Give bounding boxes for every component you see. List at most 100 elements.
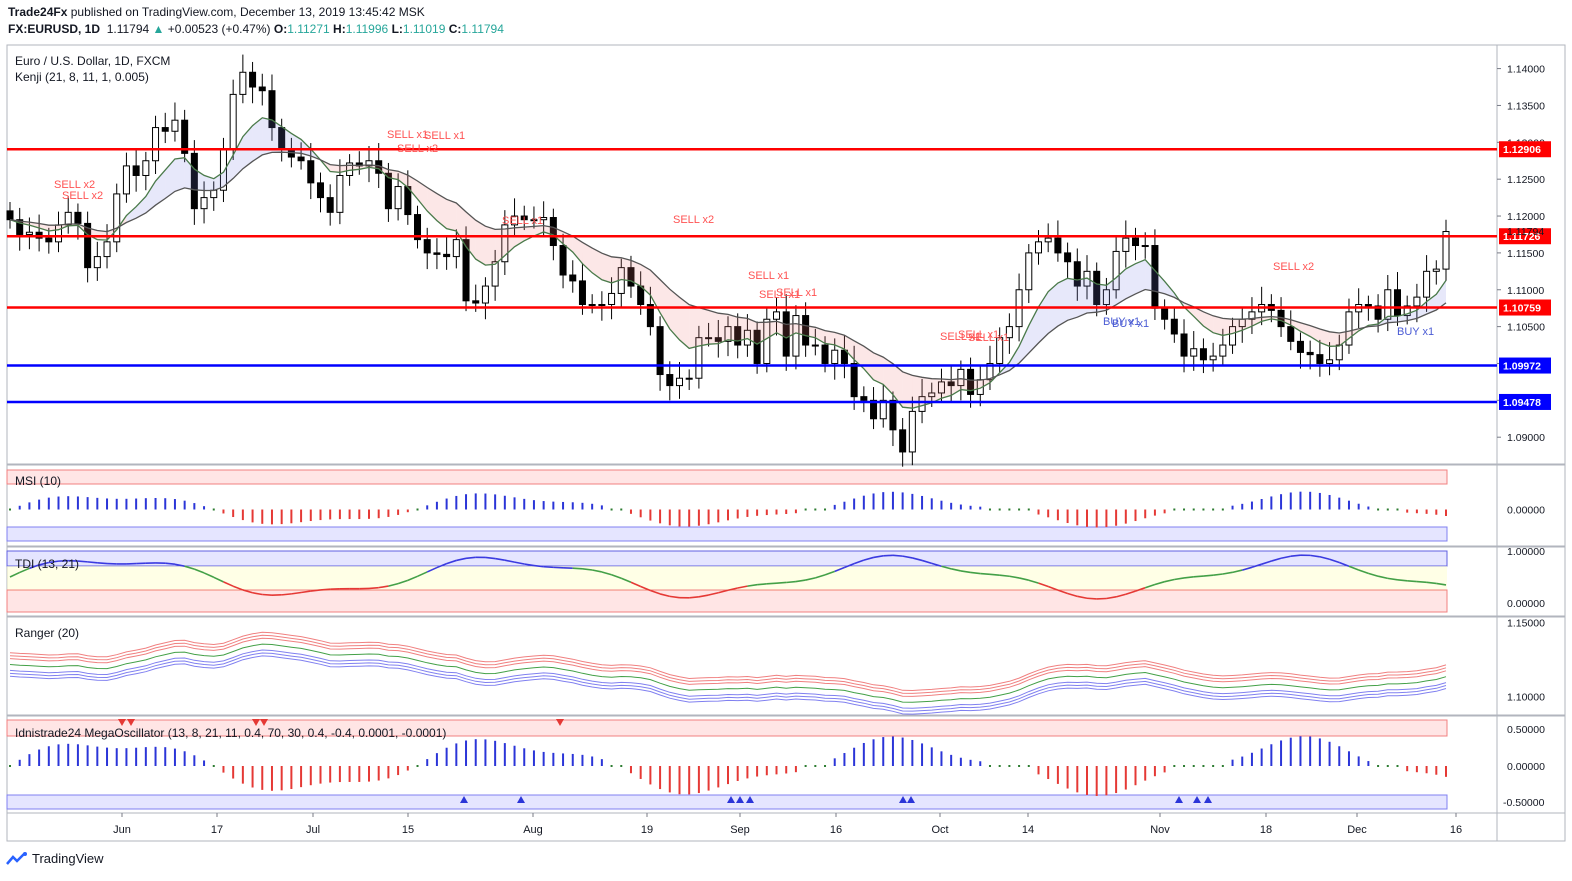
kenji-cloud bbox=[174, 157, 185, 192]
tdi-line bbox=[1067, 592, 1078, 598]
candle-body bbox=[1044, 237, 1052, 243]
tdi-line bbox=[611, 573, 622, 580]
candle-body bbox=[1161, 307, 1169, 320]
kenji-cloud bbox=[679, 297, 690, 349]
tdi-line bbox=[1280, 555, 1291, 560]
msi-lower-band bbox=[6, 526, 1448, 542]
tdi-line bbox=[184, 565, 195, 570]
candle-body bbox=[1219, 344, 1227, 357]
tdi-line bbox=[1144, 583, 1156, 589]
kenji-cloud bbox=[689, 304, 699, 349]
kenji-cloud bbox=[1164, 281, 1175, 298]
candle-body bbox=[171, 119, 179, 132]
candle-body bbox=[1384, 289, 1392, 320]
candle-body bbox=[530, 219, 538, 222]
tdi-line bbox=[698, 594, 709, 598]
sell-signal-label: SELL x1 bbox=[776, 287, 817, 299]
kenji-cloud bbox=[1125, 263, 1136, 299]
brand-name[interactable]: TradingView bbox=[32, 851, 104, 866]
kenji-cloud bbox=[301, 139, 311, 157]
msi-bar bbox=[814, 508, 817, 511]
kenji-cloud bbox=[213, 172, 224, 191]
kenji-cloud bbox=[165, 158, 175, 199]
tdi-line bbox=[689, 596, 699, 599]
level-tag bbox=[1499, 393, 1551, 410]
tdi-line bbox=[194, 568, 205, 574]
kenji-fast-line bbox=[9, 117, 1447, 409]
level-tag bbox=[1499, 357, 1551, 374]
tdi-line bbox=[203, 572, 215, 579]
kenji-cloud bbox=[1077, 278, 1087, 318]
sell-signal-label: SELL x1 bbox=[940, 331, 981, 343]
kenji-cloud bbox=[873, 352, 884, 385]
ranger-band-line bbox=[9, 652, 1447, 712]
candle-body bbox=[1034, 241, 1042, 254]
candle-body bbox=[25, 231, 33, 235]
kenji-cloud bbox=[1038, 291, 1049, 343]
kenji-cloud bbox=[407, 175, 418, 199]
candle-body bbox=[773, 311, 781, 320]
tdi-line bbox=[620, 577, 632, 584]
tdi-line bbox=[1077, 595, 1088, 600]
kenji-cloud bbox=[941, 379, 952, 399]
tdi-line bbox=[1271, 557, 1282, 562]
candle-body bbox=[1306, 351, 1314, 356]
open-value: 1.11271 bbox=[287, 22, 330, 36]
tdi-line bbox=[1222, 571, 1233, 575]
kenji-cloud bbox=[233, 136, 243, 179]
mega-buy-arrow-icon bbox=[899, 796, 907, 803]
msi-bar bbox=[1212, 508, 1215, 511]
tdi-line bbox=[1251, 563, 1262, 569]
mega-bar bbox=[1192, 765, 1195, 767]
candle-body bbox=[93, 256, 101, 269]
candle-body bbox=[229, 93, 237, 151]
high-label: H: bbox=[333, 22, 346, 36]
candle-body bbox=[549, 217, 557, 247]
kenji-cloud bbox=[223, 154, 234, 187]
time-tick-label: Nov bbox=[1150, 824, 1170, 836]
buy-signal-label: BUY x1 bbox=[1397, 326, 1434, 338]
tdi-tick: 1.00000 bbox=[1507, 546, 1545, 558]
mega-buy-arrow-icon bbox=[460, 796, 468, 803]
kenji-cloud bbox=[621, 257, 631, 281]
tdi-line bbox=[950, 568, 962, 572]
candle-body bbox=[1296, 340, 1304, 353]
tdi-line bbox=[1397, 579, 1408, 582]
publisher-name[interactable]: Trade24Fx bbox=[8, 5, 68, 19]
tdi-line bbox=[1125, 590, 1136, 596]
tdi-line bbox=[310, 589, 321, 592]
candle-body bbox=[840, 349, 848, 364]
candle-body bbox=[1209, 355, 1217, 361]
time-tick-label: Jul bbox=[306, 824, 320, 836]
tdi-line bbox=[77, 560, 88, 563]
msi-upper-band bbox=[6, 469, 1448, 485]
tdi-line bbox=[87, 561, 98, 564]
candle-body bbox=[792, 315, 800, 357]
ranger-band-line bbox=[9, 631, 1447, 692]
candle-body bbox=[996, 337, 1004, 364]
kenji-cloud bbox=[242, 125, 253, 169]
tdi-line bbox=[863, 556, 874, 561]
candle-body bbox=[132, 165, 140, 176]
kenji-cloud bbox=[1213, 315, 1223, 336]
sell-signal-label: SELL x1 bbox=[958, 329, 999, 341]
candle-body bbox=[666, 374, 674, 387]
sell-signal-label: SELL x1 bbox=[748, 270, 789, 282]
msi-bar bbox=[1027, 508, 1030, 511]
ranger-band-line bbox=[9, 634, 1447, 694]
candle-body bbox=[743, 329, 751, 346]
kenji-cloud bbox=[1416, 301, 1427, 319]
kenji-cloud bbox=[204, 175, 214, 191]
time-tick-label: Jun bbox=[113, 824, 131, 836]
candle-body bbox=[646, 303, 654, 328]
candle-body bbox=[811, 344, 819, 347]
candle-body bbox=[627, 267, 635, 287]
kenji-cloud bbox=[786, 323, 796, 338]
kenji-cloud bbox=[485, 226, 496, 266]
tdi-line bbox=[921, 559, 932, 565]
candle-body bbox=[268, 90, 276, 129]
kenji-cloud bbox=[825, 330, 835, 345]
kenji-cloud bbox=[708, 310, 719, 345]
kenji-cloud bbox=[495, 228, 505, 265]
